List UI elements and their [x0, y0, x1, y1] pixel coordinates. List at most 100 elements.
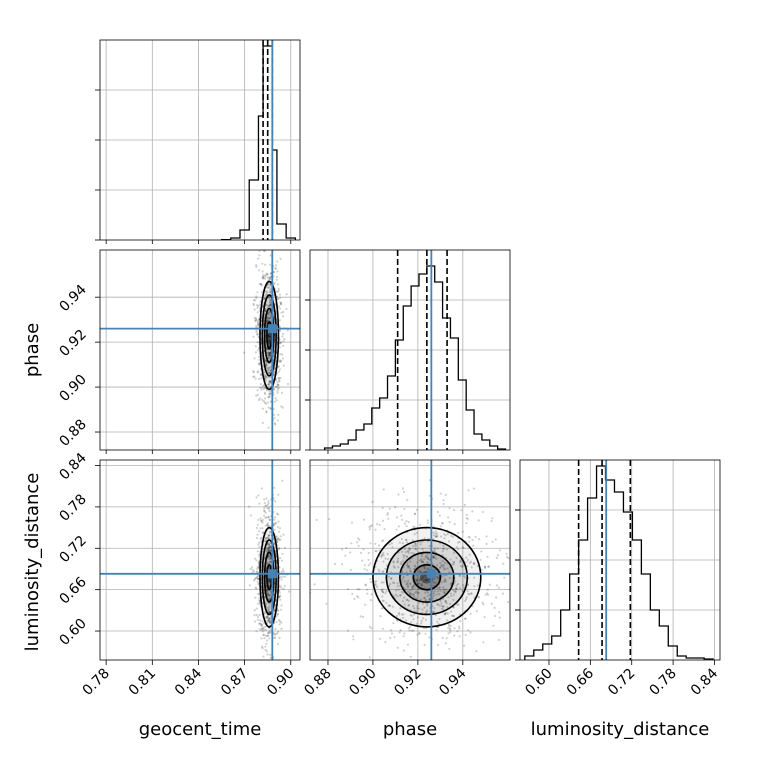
- sample-point: [286, 329, 289, 332]
- sample-point: [426, 604, 429, 607]
- sample-point: [442, 547, 445, 550]
- sample-point: [259, 619, 262, 622]
- sample-point: [273, 422, 276, 425]
- sample-point: [444, 534, 447, 537]
- sample-point: [254, 351, 257, 354]
- sample-point: [366, 592, 369, 595]
- sample-point: [265, 364, 268, 367]
- sample-point: [272, 636, 276, 639]
- sample-point: [399, 629, 402, 632]
- sample-point: [269, 621, 272, 624]
- sample-point: [266, 401, 269, 404]
- sample-point: [267, 562, 270, 565]
- sample-point: [379, 615, 382, 618]
- sample-point: [264, 504, 267, 507]
- sample-point: [396, 561, 399, 564]
- sample-point: [405, 541, 409, 544]
- sample-point: [268, 518, 271, 521]
- sample-point: [458, 540, 461, 544]
- sample-point: [268, 594, 271, 597]
- sample-point: [473, 562, 476, 566]
- sample-point: [403, 632, 406, 635]
- sample-point: [258, 358, 261, 361]
- sample-point: [413, 595, 416, 598]
- sample-point: [401, 600, 404, 603]
- sample-point: [406, 498, 409, 501]
- sample-point: [255, 264, 258, 267]
- posterior-geocent_time-phase: [100, 250, 300, 450]
- sample-point: [279, 598, 282, 601]
- sample-point: [491, 540, 494, 544]
- sample-point: [434, 614, 437, 617]
- sample-point: [441, 550, 444, 553]
- sample-point: [406, 563, 409, 567]
- sample-point: [278, 380, 281, 383]
- sample-point: [439, 589, 442, 592]
- sample-point: [382, 560, 385, 563]
- sample-point: [277, 387, 280, 390]
- sample-point: [439, 561, 442, 565]
- sample-point: [269, 287, 272, 290]
- sample-point: [264, 410, 268, 413]
- sample-point: [268, 560, 272, 563]
- sample-point: [415, 622, 418, 626]
- sample-point: [481, 510, 484, 514]
- sample-point: [278, 319, 281, 322]
- sample-point: [433, 546, 436, 550]
- sample-point: [439, 525, 442, 528]
- sample-point: [254, 345, 257, 348]
- sample-point: [261, 527, 264, 530]
- sample-point: [487, 593, 490, 596]
- sample-point: [254, 318, 257, 321]
- sample-point: [514, 615, 516, 617]
- sample-point: [498, 549, 502, 552]
- sample-point: [382, 570, 385, 573]
- sample-point: [268, 594, 271, 597]
- sample-point: [381, 627, 384, 630]
- sample-point: [265, 504, 268, 507]
- sample-point: [409, 567, 412, 570]
- sample-point: [405, 525, 408, 528]
- sample-point: [461, 564, 464, 567]
- sample-point: [268, 371, 271, 374]
- sample-point: [471, 510, 474, 513]
- sample-point: [483, 565, 486, 568]
- sample-point: [266, 316, 269, 319]
- sample-point: [515, 552, 517, 554]
- sample-point: [268, 395, 271, 398]
- sample-point: [478, 538, 481, 541]
- sample-point: [263, 633, 266, 637]
- sample-point: [464, 599, 467, 603]
- sample-point: [266, 306, 269, 309]
- sample-point: [421, 575, 424, 578]
- truth-marker: [426, 569, 436, 579]
- sample-point: [268, 372, 271, 375]
- sample-point: [486, 588, 489, 591]
- sample-point: [424, 578, 427, 582]
- sample-point: [356, 595, 359, 598]
- sample-point: [454, 580, 457, 583]
- sample-point: [461, 589, 464, 593]
- sample-point: [426, 521, 430, 524]
- sample-point: [424, 574, 427, 577]
- sample-point: [267, 515, 270, 519]
- sample-point: [281, 552, 284, 555]
- sample-point: [276, 260, 279, 263]
- sample-point: [269, 602, 272, 605]
- sample-point: [268, 352, 271, 355]
- sample-point: [385, 590, 388, 593]
- sample-point: [255, 577, 258, 580]
- sample-point: [418, 631, 421, 634]
- sample-point: [511, 565, 513, 567]
- sample-point: [404, 538, 407, 542]
- sample-point: [426, 556, 430, 559]
- sample-point: [436, 662, 438, 664]
- sample-point: [431, 590, 435, 593]
- sample-point: [269, 545, 272, 549]
- sample-point: [268, 352, 271, 355]
- sample-point: [441, 605, 445, 608]
- sample-point: [418, 632, 421, 635]
- sample-point: [274, 500, 277, 503]
- y-tick-label: 0.72: [56, 533, 89, 566]
